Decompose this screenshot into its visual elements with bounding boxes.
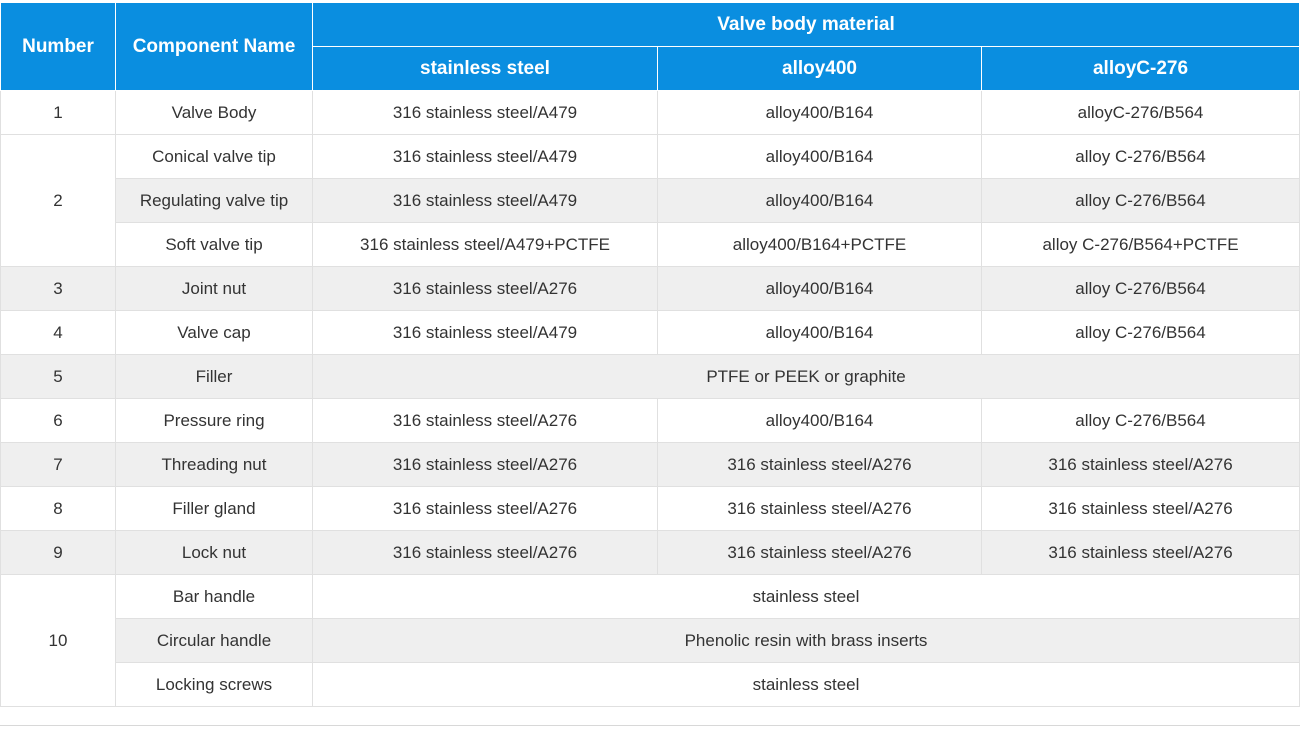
component-name: Filler — [115, 354, 313, 399]
material-stainless: 316 stainless steel/A276 — [312, 530, 658, 575]
header-material-alloyc276: alloyC-276 — [980, 46, 1300, 91]
row-number: 9 — [0, 530, 116, 575]
table-row: 9 Lock nut 316 stainless steel/A276 316 … — [0, 530, 1300, 575]
table-row: 6 Pressure ring 316 stainless steel/A276… — [0, 398, 1300, 443]
header-material-alloy400: alloy400 — [657, 46, 982, 91]
header-component-name: Component Name — [115, 2, 313, 91]
material-alloy400: alloy400/B164 — [657, 178, 982, 223]
header-valve-body-material: Valve body material — [311, 2, 1300, 47]
table-row: 1 Valve Body 316 stainless steel/A479 al… — [0, 90, 1300, 135]
material-alloyc276: alloyC-276/B564 — [980, 90, 1300, 135]
component-name: Joint nut — [115, 266, 313, 311]
row-number: 10 — [0, 574, 116, 707]
component-name: Filler gland — [115, 486, 313, 531]
material-alloy400: 316 stainless steel/A276 — [657, 486, 982, 531]
material-alloyc276: alloy C-276/B564 — [980, 266, 1300, 311]
material-alloyc276: alloy C-276/B564+PCTFE — [980, 222, 1300, 267]
material-alloy400: 316 stainless steel/A276 — [657, 530, 982, 575]
material-stainless: 316 stainless steel/A276 — [312, 266, 658, 311]
material-stainless: 316 stainless steel/A276 — [312, 442, 658, 487]
material-all: Phenolic resin with brass inserts — [311, 618, 1300, 663]
row-number: 1 — [0, 90, 116, 135]
material-stainless: 316 stainless steel/A276 — [312, 486, 658, 531]
material-alloyc276: alloy C-276/B564 — [980, 178, 1300, 223]
material-alloy400: alloy400/B164 — [657, 134, 982, 179]
component-name: Soft valve tip — [115, 222, 313, 267]
row-number: 8 — [0, 486, 116, 531]
material-stainless: 316 stainless steel/A479 — [312, 310, 658, 355]
material-stainless: 316 stainless steel/A479 — [312, 134, 658, 179]
row-number: 6 — [0, 398, 116, 443]
component-name: Locking screws — [115, 662, 313, 707]
material-stainless: 316 stainless steel/A479 — [312, 90, 658, 135]
material-stainless: 316 stainless steel/A479 — [312, 178, 658, 223]
component-name: Circular handle — [115, 618, 313, 663]
table-row: Circular handle Phenolic resin with bras… — [1, 618, 1300, 663]
material-alloy400: alloy400/B164 — [657, 310, 982, 355]
table-row: 10 Bar handle stainless steel — [0, 574, 1300, 707]
row-number: 4 — [0, 310, 116, 355]
material-alloy400: alloy400/B164 — [657, 266, 982, 311]
material-alloy400: alloy400/B164+PCTFE — [657, 222, 982, 267]
table-row: 5 Filler PTFE or PEEK or graphite — [0, 354, 1300, 399]
table-row: Soft valve tip 316 stainless steel/A479+… — [1, 222, 1300, 267]
table-bottom-divider — [0, 725, 1300, 726]
material-alloyc276: alloy C-276/B564 — [980, 134, 1300, 179]
table-row: 2 Conical valve tip 316 stainless steel/… — [0, 134, 1300, 267]
material-alloyc276: alloy C-276/B564 — [980, 398, 1300, 443]
component-name: Bar handle — [115, 574, 313, 619]
table-row: 8 Filler gland 316 stainless steel/A276 … — [0, 486, 1300, 531]
material-all: PTFE or PEEK or graphite — [311, 354, 1300, 399]
table-row: Regulating valve tip 316 stainless steel… — [1, 178, 1300, 223]
material-all: stainless steel — [311, 574, 1300, 619]
material-stainless: 316 stainless steel/A479+PCTFE — [312, 222, 658, 267]
table-row: Locking screws stainless steel — [1, 662, 1300, 707]
header-material-stainless: stainless steel — [312, 46, 658, 91]
table-row: 3 Joint nut 316 stainless steel/A276 all… — [0, 266, 1300, 311]
material-alloyc276: 316 stainless steel/A276 — [980, 486, 1300, 531]
component-name: Regulating valve tip — [115, 178, 313, 223]
material-alloy400: alloy400/B164 — [657, 398, 982, 443]
component-name: Threading nut — [115, 442, 313, 487]
material-alloy400: alloy400/B164 — [657, 90, 982, 135]
component-name: Pressure ring — [115, 398, 313, 443]
header-number: Number — [0, 2, 116, 91]
component-name: Conical valve tip — [115, 134, 313, 179]
material-alloyc276: 316 stainless steel/A276 — [980, 530, 1300, 575]
component-name: Valve cap — [115, 310, 313, 355]
table-row: 7 Threading nut 316 stainless steel/A276… — [0, 442, 1300, 487]
material-all: stainless steel — [311, 662, 1300, 707]
material-alloyc276: 316 stainless steel/A276 — [980, 442, 1300, 487]
table-row: 4 Valve cap 316 stainless steel/A479 all… — [0, 310, 1300, 355]
component-name: Lock nut — [115, 530, 313, 575]
row-number: 2 — [0, 134, 116, 267]
materials-table: Number Component Name Valve body materia… — [0, 2, 1300, 707]
component-name: Valve Body — [115, 90, 313, 135]
row-number: 3 — [0, 266, 116, 311]
material-alloyc276: alloy C-276/B564 — [980, 310, 1300, 355]
material-alloy400: 316 stainless steel/A276 — [657, 442, 982, 487]
row-number: 5 — [0, 354, 116, 399]
row-number: 7 — [0, 442, 116, 487]
material-stainless: 316 stainless steel/A276 — [312, 398, 658, 443]
